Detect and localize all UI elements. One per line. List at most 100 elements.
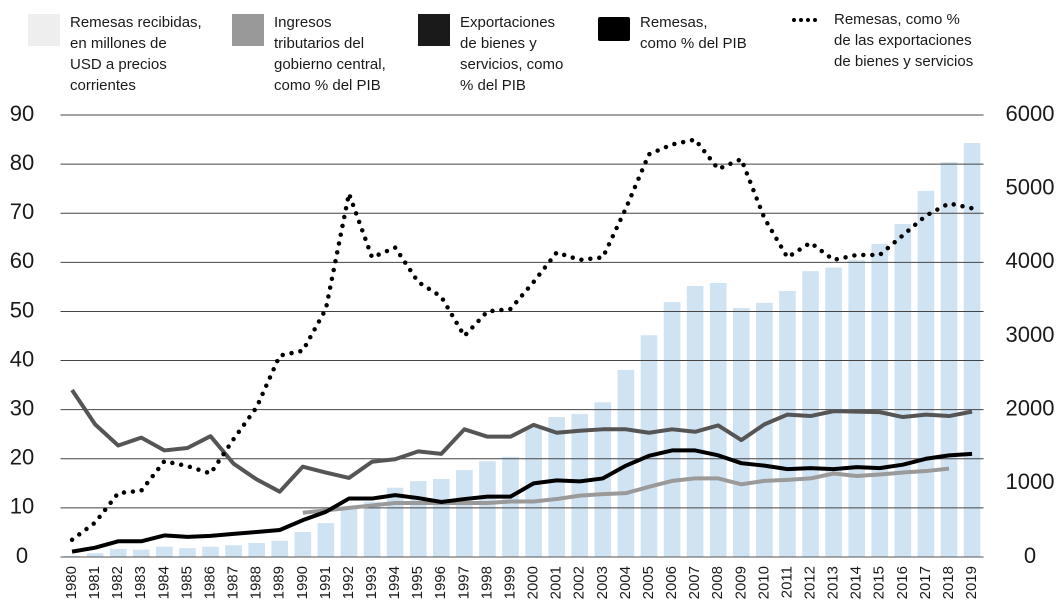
x-tick-label: 2002	[571, 566, 588, 599]
x-tick-label: 2018	[940, 566, 957, 599]
bar	[409, 481, 427, 557]
x-tick-label: 2005	[640, 566, 657, 599]
line	[70, 388, 973, 494]
y-tick-label: 80	[10, 150, 34, 175]
line	[302, 466, 950, 515]
bar	[894, 224, 912, 557]
x-tick-label: 1981	[86, 566, 103, 599]
x-tick-label: 1991	[317, 566, 334, 599]
y2-tick-label: 6000	[1006, 101, 1055, 126]
bar	[456, 470, 473, 557]
bar	[525, 427, 542, 557]
y2-tick-label: 0	[1024, 543, 1036, 568]
x-tick-label: 2014	[848, 566, 865, 599]
y-tick-label: 10	[10, 494, 34, 519]
bar	[432, 478, 450, 557]
bar	[686, 285, 704, 557]
x-tick-label: 2001	[548, 566, 565, 599]
x-tick-label: 1986	[201, 566, 218, 599]
y-tick-label: 60	[10, 248, 34, 273]
x-tick-label: 1997	[455, 566, 472, 599]
legend-swatch	[28, 14, 60, 46]
x-tick-label: 2013	[825, 566, 842, 599]
y-tick-label: 50	[10, 297, 34, 322]
y-tick-label: 20	[10, 445, 34, 470]
x-tick-label: 1985	[178, 566, 195, 599]
x-tick-label: 1992	[340, 566, 357, 599]
bar	[502, 456, 519, 557]
bar	[109, 548, 127, 557]
bar	[86, 553, 104, 557]
bar	[548, 417, 565, 557]
legend-label: Remesas recibidas, en millones de USD a …	[70, 14, 202, 94]
legend-swatch	[418, 14, 450, 46]
bar	[340, 507, 358, 557]
x-tick-label: 1995	[409, 566, 426, 599]
bar	[940, 162, 958, 557]
x-tick-label: 2003	[594, 566, 611, 599]
x-tick-label: 2008	[709, 566, 726, 599]
bar	[709, 282, 727, 557]
x-tick-label: 1999	[501, 566, 518, 599]
x-tick-label: 1984	[155, 566, 172, 599]
x-tick-label: 1980	[63, 566, 80, 599]
bar	[779, 291, 796, 557]
bar	[317, 523, 335, 557]
y-tick-label: 30	[10, 395, 34, 420]
x-tick-label: 1983	[132, 566, 149, 599]
dotted-line	[69, 137, 975, 543]
x-tick-label: 1996	[432, 566, 449, 599]
legend-label: Exportaciones de bienes y servicios, com…	[460, 14, 564, 94]
x-tick-label: 2016	[894, 566, 911, 599]
y2-tick-label: 2000	[1006, 395, 1055, 420]
x-tick-label: 2006	[663, 566, 680, 599]
y2-tick-label: 4000	[1006, 248, 1055, 273]
y-tick-label: 90	[10, 101, 34, 126]
y2-tick-label: 1000	[1006, 469, 1055, 494]
line	[71, 448, 973, 554]
x-tick-label: 2000	[525, 566, 542, 599]
bar	[571, 414, 589, 557]
x-tick-label: 1994	[386, 566, 403, 599]
bar	[225, 545, 242, 557]
y-tick-label: 0	[16, 543, 28, 568]
bar	[179, 548, 196, 557]
bar	[917, 190, 935, 558]
bar	[732, 308, 750, 557]
x-tick-label: 2019	[963, 566, 980, 599]
x-tick-label: 1989	[271, 566, 288, 599]
bar	[640, 335, 658, 557]
y-tick-label: 70	[10, 199, 34, 224]
bar	[202, 546, 219, 557]
legend-label: Remesas, como % de las exportaciones de …	[834, 11, 974, 70]
bar	[386, 487, 404, 557]
bar	[479, 461, 496, 557]
x-tick-label: 2010	[755, 566, 772, 599]
bar	[271, 540, 289, 557]
x-tick-label: 1993	[363, 566, 380, 599]
x-tick-label: 2012	[801, 566, 818, 599]
bar	[363, 501, 381, 557]
x-tick-label: 1988	[248, 566, 265, 599]
bar	[294, 531, 312, 557]
y2-tick-label: 3000	[1006, 322, 1055, 347]
bar	[848, 260, 865, 557]
x-tick-label: 1990	[294, 566, 311, 599]
x-tick-label: 2004	[617, 566, 634, 599]
bar	[963, 142, 981, 557]
y2-tick-label: 5000	[1006, 174, 1055, 199]
x-tick-label: 2017	[917, 566, 934, 599]
x-tick-label: 2015	[871, 566, 888, 599]
x-tick-label: 2009	[732, 566, 749, 599]
legend-label: Remesas, como % del PIB	[640, 14, 747, 52]
x-tick-label: 2007	[686, 566, 703, 599]
bar	[871, 243, 889, 557]
bar	[617, 369, 635, 557]
bar	[63, 555, 81, 557]
bar	[756, 302, 773, 557]
bar	[132, 549, 150, 557]
legend-swatch	[598, 17, 630, 41]
legend-swatch	[232, 14, 264, 46]
